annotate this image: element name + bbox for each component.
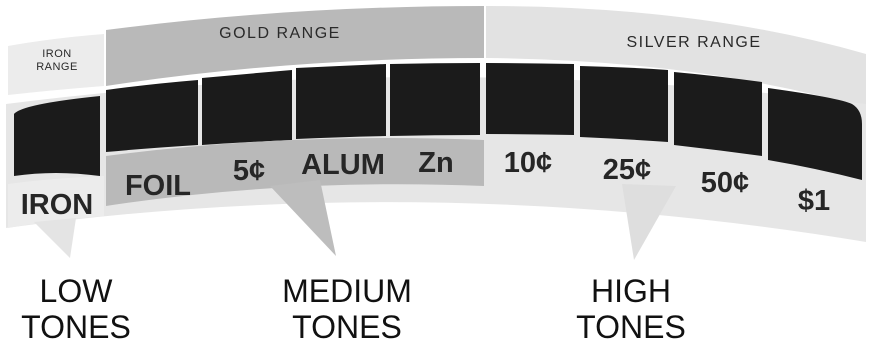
iron-range-band [8, 34, 104, 95]
low-tones-pointer [34, 218, 76, 258]
low-tones-label-line1: LOW [40, 273, 114, 309]
segment-label-10c: 10¢ [504, 147, 552, 179]
display-segment-50c [674, 72, 762, 156]
segment-label-zn: Zn [418, 147, 453, 179]
segment-label-1: $1 [798, 185, 830, 217]
high-tones-label-line1: HIGH [591, 273, 671, 309]
medium-tones-label-line2: TONES [292, 309, 402, 345]
segment-label-50c: 50¢ [701, 167, 749, 199]
range-banners: IRON RANGE GOLD RANGE SILVER RANGE [8, 6, 866, 108]
low-tones-label-line2: TONES [21, 309, 131, 345]
segment-label-5c: 5¢ [233, 155, 265, 187]
segment-labels: IRON FOIL 5¢ ALUM Zn 10¢ 25¢ 50¢ $1 [21, 147, 830, 221]
iron-range-label-line2: RANGE [36, 61, 78, 73]
callouts [34, 180, 676, 260]
medium-tones-label-line1: MEDIUM [282, 273, 412, 309]
label-strip [8, 138, 866, 240]
display-segment-foil [106, 80, 198, 152]
gold-range-label: GOLD RANGE [219, 25, 341, 42]
medium-tones-pointer [270, 180, 336, 256]
display-segment-zn [390, 63, 480, 136]
display-segment-5c [202, 70, 292, 145]
iron-range-label-line1: IRON [42, 48, 72, 60]
gold-label-band [106, 138, 484, 206]
display-segment-25c [580, 66, 668, 142]
iron-label-band [8, 176, 104, 228]
silver-range-band [486, 6, 866, 108]
silver-range-label: SILVER RANGE [626, 34, 761, 51]
segment-label-alum: ALUM [301, 149, 385, 181]
silver-label-band [486, 140, 866, 240]
gold-range-band [106, 6, 484, 86]
high-tones-label-line2: TONES [576, 309, 686, 345]
display-segment-1 [768, 88, 862, 180]
high-tones-pointer [622, 184, 676, 260]
display-segment-iron [14, 96, 100, 176]
display-segment-10c [486, 63, 574, 135]
segment-label-foil: FOIL [125, 170, 191, 202]
segment-label-iron: IRON [21, 189, 94, 221]
segment-label-25c: 25¢ [603, 154, 651, 186]
display-segment-alum [296, 64, 386, 139]
tone-labels: LOW TONES MEDIUM TONES HIGH TONES [21, 273, 686, 345]
